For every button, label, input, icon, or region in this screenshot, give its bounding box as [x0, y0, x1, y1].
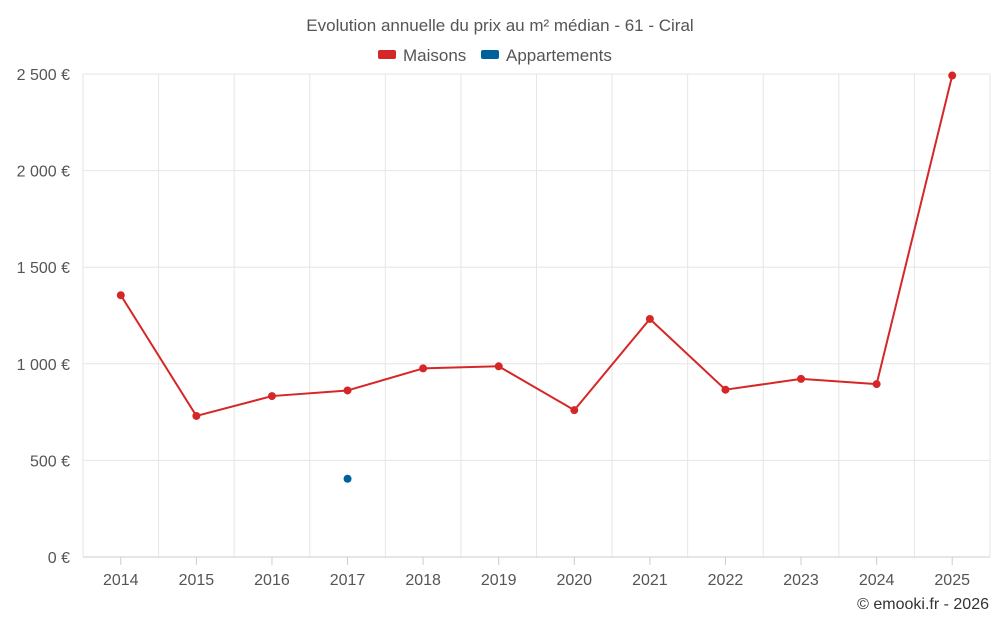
data-point-maisons-2020[interactable]: [570, 406, 579, 415]
series-layer: [116, 71, 957, 483]
x-tick-label: 2023: [783, 572, 819, 589]
data-point-maisons-2016[interactable]: [267, 392, 276, 401]
data-point-maisons-2022[interactable]: [721, 385, 730, 394]
y-tick-label: 500 €: [30, 453, 70, 470]
credit-text: © emooki.fr - 2026: [857, 596, 989, 613]
chart-title: Evolution annuelle du prix au m² médian …: [306, 16, 693, 35]
y-tick-label: 2 500 €: [17, 67, 70, 84]
legend: Maisons Appartements: [378, 46, 612, 65]
data-point-maisons-2024[interactable]: [872, 380, 881, 389]
x-tick-label: 2025: [934, 572, 970, 589]
x-tick-label: 2024: [859, 572, 895, 589]
x-tick-label: 2016: [254, 572, 290, 589]
data-point-maisons-2015[interactable]: [192, 411, 201, 420]
data-point-appartements-2017[interactable]: [343, 474, 352, 483]
y-tick-label: 1 500 €: [17, 260, 70, 277]
x-tick-label: 2019: [481, 572, 517, 589]
x-tick-label: 2017: [330, 572, 366, 589]
x-tick-label: 2014: [103, 572, 139, 589]
data-point-maisons-2021[interactable]: [645, 314, 654, 323]
grid: [82, 73, 991, 557]
x-tick-label: 2015: [179, 572, 215, 589]
x-tick-label: 2020: [556, 572, 592, 589]
x-tick-label: 2018: [405, 572, 441, 589]
data-point-maisons-2023[interactable]: [797, 374, 806, 383]
legend-label-maisons[interactable]: Maisons: [403, 46, 466, 65]
data-point-maisons-2025[interactable]: [948, 71, 957, 80]
axes: 0 € 500 € 1 000 € 1 500 € 2 000 € 2 500 € 2014…: [17, 67, 990, 589]
data-point-maisons-2018[interactable]: [419, 364, 428, 373]
y-tick-label: 0 €: [48, 550, 70, 567]
data-point-maisons-2019[interactable]: [494, 362, 503, 371]
y-tick-label: 2 000 €: [17, 164, 70, 181]
series-line-maisons: [119, 74, 954, 417]
data-point-maisons-2014[interactable]: [116, 291, 125, 300]
data-point-maisons-2017[interactable]: [343, 386, 352, 395]
x-tick-label: 2022: [708, 572, 744, 589]
y-tick-label: 1 000 €: [17, 357, 70, 374]
x-tick-label: 2021: [632, 572, 668, 589]
legend-label-appartements[interactable]: Appartements: [506, 46, 612, 65]
legend-swatch-maisons: [378, 50, 396, 59]
legend-swatch-appartements: [481, 50, 499, 59]
